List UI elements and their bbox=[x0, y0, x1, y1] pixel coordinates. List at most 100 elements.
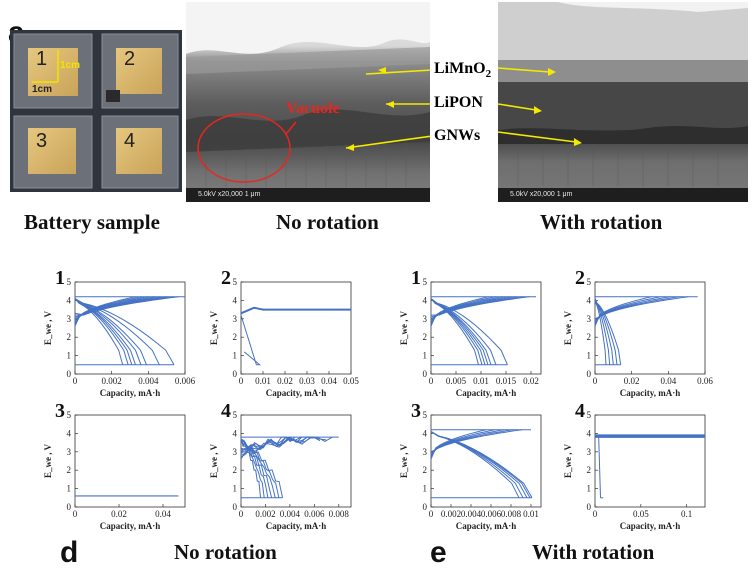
y-axis-label: E_we , V bbox=[563, 310, 573, 345]
plot-frame bbox=[74, 281, 186, 375]
y-axis-label: E_we , V bbox=[209, 310, 219, 345]
y-tick-label: 2 bbox=[233, 465, 238, 475]
y-tick-label: 4 bbox=[233, 295, 238, 305]
charge-curve bbox=[594, 296, 652, 327]
y-axis-label: E_we , V bbox=[43, 310, 53, 345]
x-tick-label: 0.004 bbox=[138, 376, 159, 386]
x-tick-label: 0.06 bbox=[697, 376, 713, 386]
label-limno2-sub: 2 bbox=[485, 68, 492, 81]
x-tick-label: 0.05 bbox=[343, 376, 359, 386]
vacuole-circle bbox=[197, 113, 291, 183]
chart-e2: 2 0 1 2 3 4 5 0 0.02 0.04 0.06 Capacity, mA·h E_we ,… bbox=[540, 262, 715, 402]
series-d1 bbox=[74, 296, 185, 366]
y-tick-label: 3 bbox=[587, 314, 592, 324]
y-tick-label: 5 bbox=[587, 410, 592, 420]
y-tick-label: 2 bbox=[587, 465, 592, 475]
x-tick-label: 0.015 bbox=[496, 376, 517, 386]
series-e4 bbox=[595, 434, 705, 499]
y-tick-label: 5 bbox=[67, 410, 72, 420]
y-tick-label: 0 bbox=[233, 502, 238, 512]
x-tick-label: 0.02 bbox=[277, 376, 293, 386]
y-tick-label: 3 bbox=[233, 447, 238, 457]
y-tick-label: 1 bbox=[67, 351, 72, 361]
sem-image-no-rotation: Vacuole 5.0kV x20,000 1 μm bbox=[186, 2, 430, 202]
panel-number: 1 bbox=[411, 267, 421, 289]
cell-2 bbox=[116, 48, 162, 94]
sem-drawing-c bbox=[498, 2, 748, 202]
panel-number: 2 bbox=[221, 267, 231, 289]
y-axis-label: E_we , V bbox=[399, 310, 409, 345]
x-tick-label: 0.04 bbox=[155, 509, 171, 519]
y-tick-label: 4 bbox=[423, 428, 428, 438]
panel-letter-e: e bbox=[430, 536, 447, 569]
chart-d3: 3 0 1 2 3 4 5 0 0.02 0.04 Capacity, mA·h E_we , V bbox=[20, 395, 195, 535]
series-d2 bbox=[240, 306, 351, 366]
battery-sample-drawing bbox=[10, 30, 182, 192]
x-tick-label: 0.01 bbox=[255, 376, 271, 386]
discharge-curve bbox=[74, 298, 142, 365]
discharge-curve bbox=[594, 298, 607, 365]
x-axis-label: Capacity, mA·h bbox=[456, 521, 517, 531]
x-axis-label: Capacity, mA·h bbox=[620, 388, 681, 398]
y-axis-label: E_we , V bbox=[209, 443, 219, 478]
charge-curve bbox=[430, 296, 496, 325]
chart-e1: 1 0 1 2 3 4 5 0 0.005 0.01 0.015 0.02 Capacity, mA·h… bbox=[376, 262, 551, 402]
series-line bbox=[240, 306, 351, 315]
caption-with-rotation-charts: With rotation bbox=[532, 540, 655, 564]
cell-label-3: 3 bbox=[36, 130, 48, 152]
series-e1 bbox=[430, 296, 536, 366]
y-tick-label: 4 bbox=[67, 295, 72, 305]
x-tick-label: 0 bbox=[593, 509, 598, 519]
charge-curve bbox=[430, 429, 505, 456]
charge-curve bbox=[594, 296, 689, 320]
label-lipon: LiPON bbox=[434, 94, 483, 111]
discharge-curve bbox=[430, 431, 524, 499]
y-tick-label: 5 bbox=[67, 277, 72, 287]
panel-number: 4 bbox=[221, 400, 231, 422]
chart-d4: 4 0 1 2 3 4 5 0 0.002 0.004 0.006 0.008 Capacity, mA… bbox=[186, 395, 361, 535]
y-tick-label: 0 bbox=[67, 369, 72, 379]
y-tick-label: 2 bbox=[233, 332, 238, 342]
x-tick-label: 0.02 bbox=[111, 509, 127, 519]
y-tick-label: 1 bbox=[233, 351, 238, 361]
discharge-curve bbox=[594, 298, 622, 365]
discharge-curve bbox=[74, 298, 160, 366]
panel-number: 3 bbox=[55, 400, 65, 422]
plot-frame bbox=[240, 281, 352, 375]
charge-curve bbox=[74, 296, 179, 316]
discharge-curve bbox=[430, 431, 533, 499]
charge-curve bbox=[430, 429, 487, 460]
cell-label-1: 1 bbox=[36, 48, 48, 70]
y-tick-label: 0 bbox=[587, 369, 592, 379]
x-tick-label: 0.04 bbox=[660, 376, 676, 386]
panel-number: 1 bbox=[55, 267, 65, 289]
charge-curve bbox=[594, 296, 661, 325]
x-tick-label: 0.002 bbox=[255, 509, 275, 519]
x-tick-label: 0 bbox=[73, 509, 78, 519]
y-tick-label: 0 bbox=[423, 369, 428, 379]
chart-d1: 1 0 1 2 3 4 5 0 0.002 0.004 0.006 Capacity, mA·h E_w… bbox=[20, 262, 195, 402]
caption-no-rotation-charts: No rotation bbox=[174, 540, 277, 564]
plot-frame bbox=[430, 281, 542, 375]
x-tick-label: 0.02 bbox=[624, 376, 640, 386]
x-axis-label: Capacity, mA·h bbox=[266, 388, 327, 398]
x-tick-label: 0 bbox=[593, 376, 598, 386]
discharge-curve bbox=[74, 298, 175, 366]
discharge-curve bbox=[430, 431, 520, 499]
charge-curve bbox=[240, 436, 314, 455]
sem-image-with-rotation: 5.0kV x20,000 1 μm bbox=[498, 2, 748, 202]
y-tick-label: 5 bbox=[423, 410, 428, 420]
y-tick-label: 5 bbox=[423, 277, 428, 287]
y-tick-label: 2 bbox=[67, 332, 72, 342]
x-tick-label: 0.01 bbox=[473, 376, 489, 386]
x-axis-label: Capacity, mA·h bbox=[100, 388, 161, 398]
sem-drawing-b bbox=[186, 2, 430, 202]
vacuole-label: Vacuole bbox=[286, 100, 340, 117]
x-tick-label: 0.005 bbox=[446, 376, 467, 386]
caption-no-rotation-sem: No rotation bbox=[276, 210, 379, 234]
plot-frame bbox=[430, 414, 542, 508]
x-axis-label: Capacity, mA·h bbox=[620, 521, 681, 531]
y-tick-label: 3 bbox=[233, 314, 238, 324]
panel-number: 4 bbox=[575, 400, 585, 422]
x-tick-label: 0.002 bbox=[102, 376, 122, 386]
